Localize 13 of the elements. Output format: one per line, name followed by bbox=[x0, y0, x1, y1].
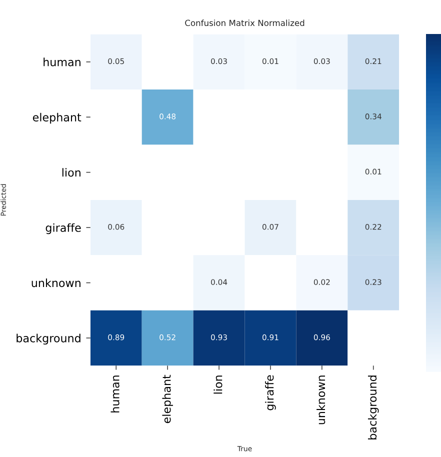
y-tick-label: lion bbox=[62, 168, 80, 177]
y-tick-label: human bbox=[44, 58, 80, 66]
x-tick-label: unknown bbox=[316, 376, 326, 424]
y-tick-label: elephant bbox=[32, 112, 82, 124]
y-tick-label: unknown bbox=[32, 278, 80, 288]
x-tick-label: lion bbox=[214, 376, 222, 394]
y-tick-label: background bbox=[16, 334, 80, 345]
x-tick-label: background bbox=[368, 376, 379, 440]
chart-title: Confusion Matrix Normalized bbox=[185, 20, 304, 26]
x-tick-label: human bbox=[110, 376, 120, 412]
x-tick-label: giraffe bbox=[265, 375, 276, 410]
y-tick-label: giraffe bbox=[46, 223, 81, 234]
x-tick-label: elephant bbox=[162, 374, 173, 424]
